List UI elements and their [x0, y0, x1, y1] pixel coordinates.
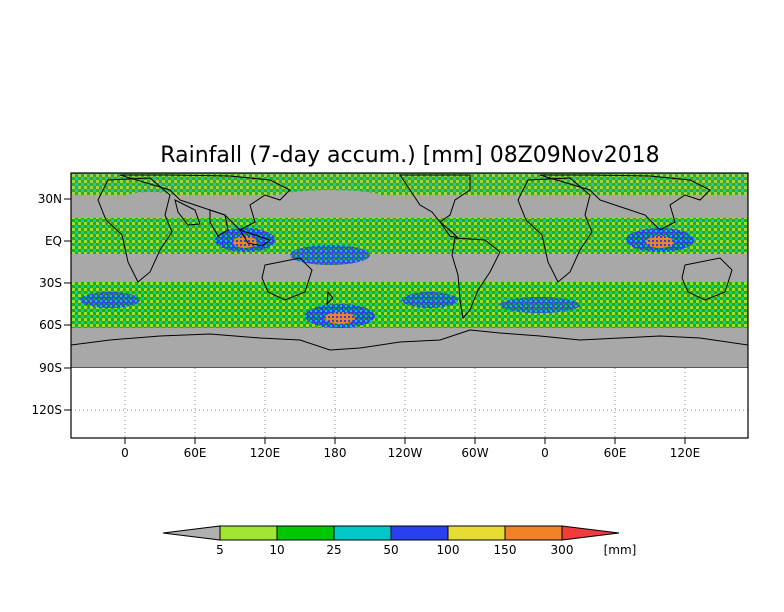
colorbar-arrow-high — [561, 525, 620, 541]
colorbar-label: 150 — [494, 543, 517, 557]
lon-tick-label: 180 — [324, 446, 347, 460]
antarctica-land — [71, 329, 748, 368]
colorbar-label: 50 — [383, 543, 398, 557]
colorbar-arrow-low — [162, 525, 221, 541]
lon-tick-labels: 0 60E 120E 180 120W 60W 0 60E 120E — [121, 446, 700, 460]
lon-axis — [124, 438, 686, 444]
colorbar-segment — [333, 525, 392, 541]
colorbar-segment — [390, 525, 449, 541]
colorbar-segment — [447, 525, 506, 541]
lon-tick-label: 0 — [541, 446, 549, 460]
colorbar-label: 25 — [326, 543, 341, 557]
plot-frame — [70, 172, 749, 439]
lat-tick-label: 60S — [39, 318, 62, 332]
colorbar-label: 10 — [269, 543, 284, 557]
lat-tick-labels: 30N EQ 30S 60S 90S 120S — [31, 192, 62, 417]
colorbar-segment — [276, 525, 335, 541]
colorbar-label: 5 — [216, 543, 224, 557]
lon-tick-label: 120E — [250, 446, 281, 460]
lat-tick-label: 90S — [39, 361, 62, 375]
lon-tick-label: 0 — [121, 446, 129, 460]
lat-tick-label: 30N — [38, 192, 62, 206]
lon-tick-label: 120W — [388, 446, 423, 460]
coastlines — [97, 174, 733, 320]
lat-tick-label: EQ — [45, 234, 62, 248]
colorbar-label: 300 — [551, 543, 574, 557]
lon-tick-label: 60E — [184, 446, 207, 460]
lat-axis — [64, 198, 71, 411]
lon-tick-label: 60E — [604, 446, 627, 460]
lon-tick-label: 120E — [670, 446, 701, 460]
lon-tick-label: 60W — [461, 446, 488, 460]
colorbar-label: 100 — [437, 543, 460, 557]
map-title: Rainfall (7-day accum.) [mm] 08Z09Nov201… — [160, 143, 659, 168]
colorbar-segment — [504, 525, 563, 541]
colorbar-labels: 5 10 25 50 100 150 300 [mm] — [216, 543, 636, 557]
grid-lines — [71, 368, 748, 438]
colorbar-segment — [219, 525, 278, 541]
colorbar-unit: [mm] — [604, 543, 637, 557]
lat-tick-label: 30S — [39, 276, 62, 290]
colorbar — [162, 525, 620, 541]
rainfall-field — [71, 173, 748, 368]
lat-tick-label: 120S — [31, 403, 62, 417]
plot-area — [70, 172, 749, 439]
